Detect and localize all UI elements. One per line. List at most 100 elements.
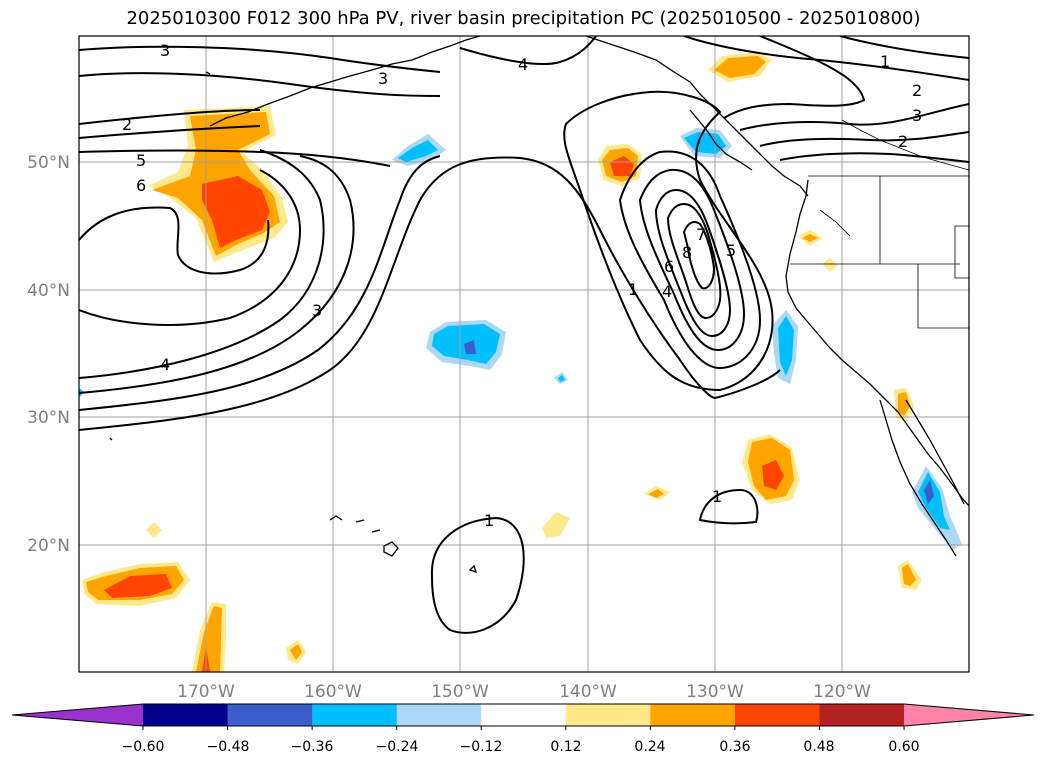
baja-california [879,399,957,557]
precip-blob-bc-coast-high [610,156,634,176]
precip-blob-south-dateline-mid [196,606,222,672]
pv-contour-south-loop [430,516,525,634]
precip-blob-small-8-mid [902,564,916,586]
contour-label: 2 [898,132,908,151]
precip-blob-small-4 [146,522,162,538]
alaska-peninsula [371,36,481,71]
contour-label: 7 [696,225,706,244]
precip-blob-small-7-mid [898,392,910,416]
colorbar-extend-min [12,704,143,726]
colorbar-bin [396,704,482,726]
precip-blob-small-6 [822,258,838,272]
contour-label: 8 [682,243,692,262]
pv-contour-ne-1 [839,36,969,59]
precip-neg-baja-gulf-mid [918,472,950,530]
colorbar-tick-label: 0.36 [719,739,750,755]
colorbar-bin [312,704,398,726]
precip-blob-small-1-mid [290,644,302,660]
longitude-axis: 170°W 160°W 150°W 140°W 130°W 120°W [177,682,871,702]
contour-label: 3 [312,301,322,320]
pv-contour-north-2 [79,125,261,139]
contour-label: 6 [664,257,674,276]
map-gridlines [79,36,969,672]
pv-contour-trough-2 [618,150,762,370]
coastlines [109,36,969,574]
pv-contour-labels: 3 3 4 2 5 6 3 4 1 2 3 2 7 6 8 4 5 1 1 1 [122,41,922,530]
colorbar-tick-label: 0.24 [634,739,665,755]
longitude-label: 170°W [177,682,235,702]
precip-blob-baja-offshore-high [762,460,784,490]
contour-label: 2 [912,81,922,100]
colorbar-bins [11,703,1035,730]
pv-contour-ridge-2 [739,103,969,131]
small-islands [109,71,478,574]
longitude-label: 140°W [559,682,617,702]
colorbar-tick-label: −0.36 [291,739,334,755]
contour-label: 4 [662,282,672,301]
longitude-label: 150°W [431,682,489,702]
colorbar-bin [819,704,905,726]
hawaii-islands [329,515,399,557]
colorbar-bin [565,704,651,726]
colorbar-tick-label: 0.12 [550,739,581,755]
pv-contour-ridge-3 [759,131,969,147]
pv-contours [79,36,969,634]
pv-contour-west-4 [79,149,325,379]
contour-label: 6 [136,176,146,195]
contour-label: 2 [122,115,132,134]
pv-contour-north-6 [459,36,597,65]
pv-contour-north-3 [79,109,261,125]
pv-contour-west-6 [79,206,270,275]
contour-label: 5 [136,151,146,170]
pv-contour-north-5 [79,45,441,73]
longitude-label: 130°W [686,682,744,702]
precip-neg-bc-offshore-mid [398,140,438,162]
precip-blob-small-5-mid [802,234,818,242]
contour-label: 4 [160,355,170,374]
precip-neg-central-pacific-high [464,340,476,354]
pv-contour-south-east [698,488,759,525]
latitude-label: 50°N [27,153,70,173]
precip-neg-baja-gulf-high [924,480,934,504]
map-panel: 3 3 4 2 5 6 3 4 1 2 3 2 7 6 8 4 5 1 1 1 [79,36,969,672]
precip-blob-dateline-north-high [202,176,270,248]
map-title: 2025010300 F012 300 hPa PV, river basin … [126,8,921,29]
pv-contour-ridge-1 [723,36,866,119]
contour-label: 1 [628,280,638,299]
colorbar-ticks: −0.60 −0.48 −0.36 −0.24 −0.12 0.12 0.24 … [122,739,920,755]
precip-blob-small-3-mid [648,489,664,498]
pv-contour-north-4 [79,72,441,97]
colorbar-tick-label: −0.60 [122,739,165,755]
contour-label: 5 [726,241,736,260]
political-borders [790,119,969,329]
colorbar-bin [734,704,820,726]
pv-contour-trough-4 [654,188,732,338]
colorbar-extend-max [904,704,1034,726]
contour-label: 3 [912,106,922,125]
pv-contour-west-5 [79,169,302,326]
pv-contour-trough-5 [666,202,722,320]
colorbar-bin [143,704,229,726]
colorbar-bin [481,704,567,726]
pv-contour-west-3 [79,155,355,394]
pv-contour-ridge-5 [683,36,969,81]
latitude-axis: 50°N 40°N 30°N 20°N [27,153,70,556]
colorbar-bin [227,704,313,726]
colorbar: −0.60 −0.48 −0.36 −0.24 −0.12 0.12 0.24 … [11,703,1035,755]
precip-neg-california-mid [778,316,794,376]
contour-label: 3 [160,41,170,60]
latitude-label: 40°N [27,281,70,301]
colorbar-tick-label: 0.60 [888,739,919,755]
bc-islands [689,109,753,171]
contour-label: 4 [518,55,528,74]
contour-label: 3 [378,69,388,88]
contour-label: 1 [880,52,890,71]
positive-precip-shading [82,52,922,672]
colorbar-tick-label: −0.24 [376,739,419,755]
aleutian-islands [209,69,373,127]
contour-label: 1 [484,511,494,530]
pv-contour-trough-3 [638,168,746,352]
pv-contour-trough-outer [563,90,774,392]
latitude-label: 30°N [27,408,70,428]
west-coast-usa [785,179,969,507]
